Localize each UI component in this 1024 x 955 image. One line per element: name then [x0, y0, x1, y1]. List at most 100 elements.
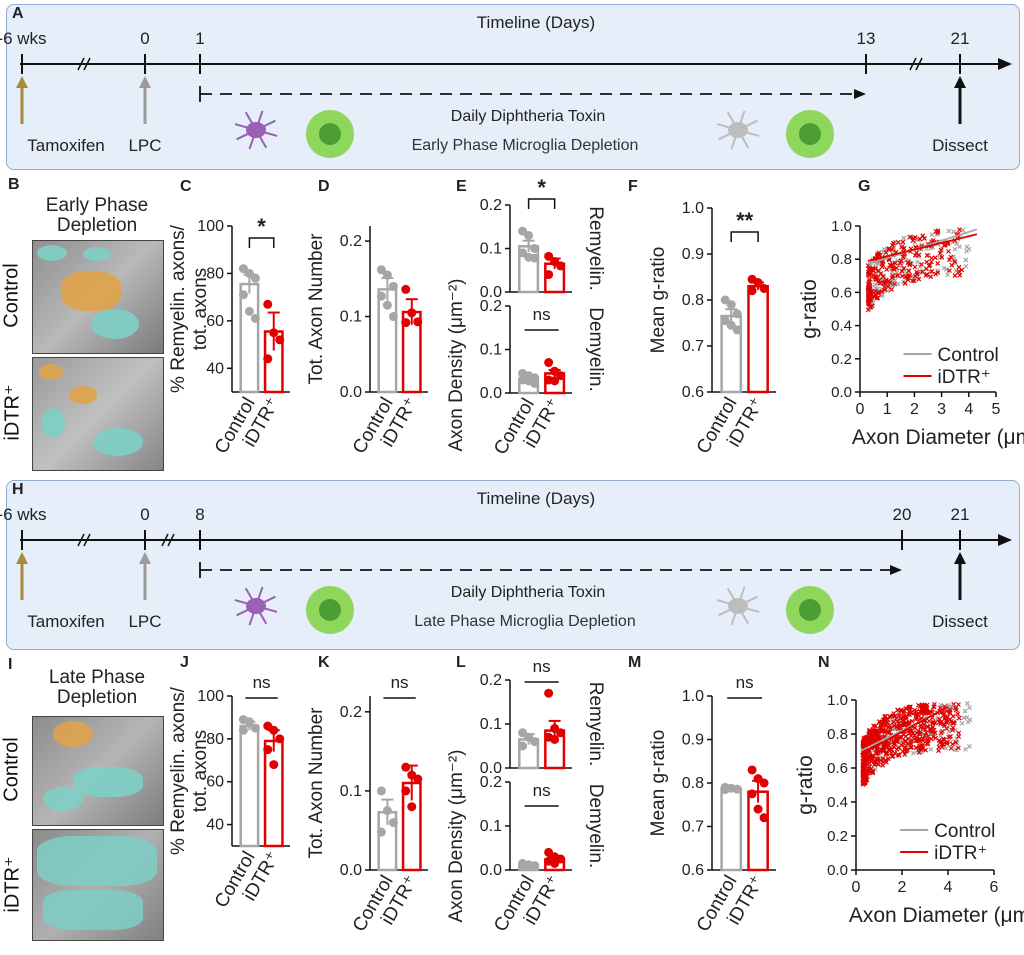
- significance-marker: ns: [533, 781, 551, 800]
- axis-break: [167, 533, 175, 547]
- scatter-point-idtr: [935, 230, 941, 236]
- y-tick-label: 0.2: [480, 197, 502, 214]
- scatter-point-idtr: [892, 281, 898, 287]
- scatter-point-idtr: [890, 273, 896, 278]
- em-row-label-idtr-i: iDTR⁺: [1, 856, 24, 913]
- y-tick-label: 0.1: [480, 818, 502, 835]
- scatter-point-idtr: [895, 240, 901, 245]
- scatter-point-idtr: [881, 280, 887, 286]
- data-point: [556, 261, 566, 271]
- scatter-point-idtr: [924, 272, 930, 277]
- scatter-point-idtr: [931, 704, 937, 710]
- y-tick-label: 0.8: [682, 292, 704, 309]
- data-point: [388, 281, 398, 291]
- scatter-point-idtr: [919, 702, 925, 708]
- data-point: [759, 778, 769, 788]
- data-point: [413, 774, 423, 784]
- scatter-point-control: [963, 263, 969, 269]
- data-point: [747, 765, 757, 775]
- panel-label-h: H: [12, 481, 24, 498]
- myelinated-axon-overlay: [93, 428, 143, 456]
- timeline-tick-label: 1: [195, 29, 204, 48]
- axis-break: [77, 57, 85, 71]
- scatter-point-idtr: [903, 714, 909, 720]
- y-tick-label: 0.6: [682, 862, 704, 879]
- scatter-point-idtr: [897, 716, 903, 722]
- y-tick-label: 60: [206, 774, 224, 791]
- scatter-point-idtr: [896, 720, 902, 726]
- scatter-point-idtr: [895, 738, 900, 744]
- x-tick-label: 6: [990, 879, 999, 896]
- scatter-point-idtr: [896, 745, 902, 751]
- scatter-point-idtr: [924, 259, 930, 265]
- data-point: [382, 806, 392, 816]
- scatter-point-idtr: [904, 720, 910, 725]
- scatter-point-idtr: [882, 284, 888, 290]
- axis-break: [77, 533, 85, 547]
- data-point: [244, 717, 254, 727]
- timeline-box-a: [6, 4, 1020, 170]
- scatter-point-idtr: [876, 291, 882, 296]
- scatter-point-idtr: [952, 273, 958, 278]
- data-point: [376, 265, 386, 275]
- y-tick-label: 0.6: [831, 284, 852, 301]
- y-tick-label: 0.4: [827, 794, 848, 811]
- y-tick-label: 80: [206, 731, 224, 748]
- scatter-point-idtr: [929, 269, 935, 274]
- data-point: [401, 786, 411, 796]
- data-point: [401, 318, 411, 328]
- em-image-i-control: [32, 716, 164, 826]
- myelinated-axon-overlay: [91, 309, 139, 339]
- scatter-point-idtr: [886, 246, 892, 251]
- data-point: [269, 328, 279, 338]
- treatment-arrowhead: [854, 89, 866, 99]
- y-tick-label: 40: [206, 360, 224, 377]
- y-tick-label: 0.1: [480, 716, 502, 733]
- timeline-tick-label: 13: [857, 29, 876, 48]
- y-tick-label: 0.7: [682, 819, 704, 836]
- y-tick-label: 0.6: [682, 384, 704, 401]
- scatter-point-idtr: [885, 756, 891, 761]
- y-tick-label: 0.8: [827, 726, 848, 743]
- scatter-point-idtr: [916, 750, 922, 755]
- bar-idtr: [263, 739, 284, 848]
- data-point: [732, 309, 742, 319]
- scatter-point-idtr: [901, 265, 907, 271]
- data-point: [275, 734, 285, 744]
- scatter-point-idtr: [936, 748, 942, 754]
- scatter-point-idtr: [941, 721, 947, 727]
- data-point: [747, 286, 757, 296]
- scatter-point-idtr: [876, 730, 882, 736]
- y-tick-label: 0.8: [831, 251, 852, 268]
- scatter-point-idtr: [890, 240, 896, 246]
- event-label-lpc: LPC: [128, 136, 161, 155]
- scatter-point-idtr: [892, 260, 898, 266]
- myelinated-axon-overlay: [41, 408, 65, 438]
- y-tick-label: 1.0: [827, 692, 848, 709]
- data-point: [753, 804, 763, 814]
- x-tick-label: 3: [937, 401, 946, 418]
- data-point: [544, 270, 554, 280]
- cell-icon-nucleus: [799, 599, 821, 621]
- scatter-point-idtr: [945, 241, 951, 247]
- scatter-point-idtr: [875, 295, 881, 301]
- myelinated-axon-overlay: [37, 245, 67, 261]
- data-point: [753, 278, 763, 288]
- timeline-tick-label: 21: [951, 29, 970, 48]
- scatter-point-idtr: [902, 281, 908, 286]
- cell-icon-nucleus: [319, 123, 341, 145]
- y-tick-label: 0.4: [831, 318, 852, 335]
- scatter-point-idtr: [884, 751, 890, 757]
- em-title-i: Late Phase Depletion: [48, 667, 146, 708]
- y-tick-label: 0.0: [827, 862, 848, 879]
- scatter-point-control: [881, 246, 887, 252]
- y-tick-label: 0.0: [340, 862, 362, 879]
- scatter-point-idtr: [885, 729, 891, 735]
- scatter-point-idtr: [921, 236, 927, 241]
- data-point: [238, 725, 248, 735]
- scatter-point-idtr: [912, 264, 918, 270]
- scatter-point-idtr: [924, 724, 930, 729]
- scatter-point-control: [929, 232, 935, 238]
- scatter-point-idtr: [880, 762, 886, 768]
- y-tick-label: 1.0: [682, 200, 704, 217]
